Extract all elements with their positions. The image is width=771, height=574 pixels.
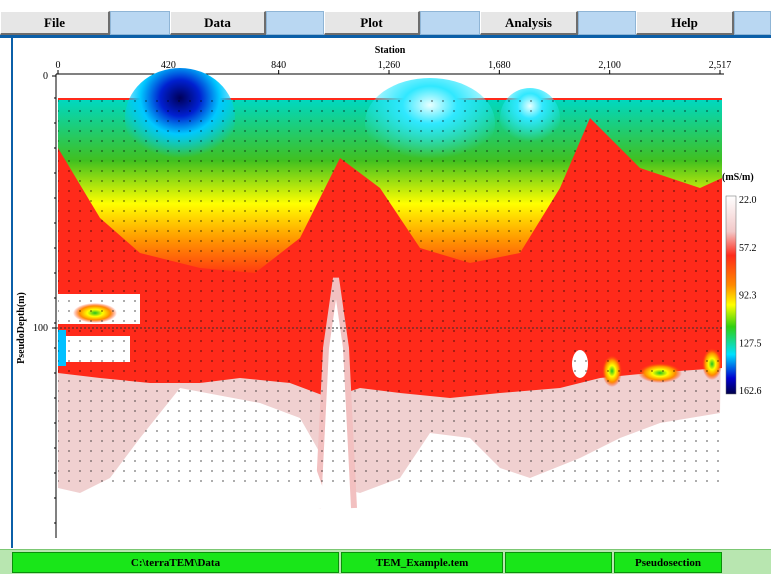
colorbar-label: 92.3: [739, 291, 757, 302]
data-menu[interactable]: Data: [170, 11, 266, 35]
y-axis-title: PseudoDepth(m): [16, 292, 27, 364]
status-filename: TEM_Example.tem: [341, 552, 503, 573]
y-tick-label: 0: [43, 71, 48, 82]
x-tick-label: 840: [271, 60, 286, 71]
menu-spacer: [110, 11, 170, 35]
status-path: C:\terraTEM\Data: [12, 552, 339, 573]
colorbar-label: 162.6: [739, 386, 762, 397]
x-tick-label: 2,517: [709, 60, 732, 71]
menu-spacer: [578, 11, 636, 35]
x-tick-label: 420: [161, 60, 176, 71]
x-tick-label: 1,680: [488, 60, 511, 71]
menu-bar: File Data Plot Analysis Help: [0, 0, 771, 38]
x-tick-label: 1,260: [378, 60, 401, 71]
pseudosection-image: [58, 68, 722, 509]
x-tick-label: 2,100: [598, 60, 621, 71]
status-bar: C:\terraTEM\Data TEM_Example.tem Pseudos…: [0, 549, 771, 574]
y-tick-label: 100: [33, 323, 48, 334]
status-empty: [505, 552, 612, 573]
file-menu[interactable]: File: [0, 11, 110, 35]
status-view: Pseudosection: [614, 552, 722, 573]
help-menu[interactable]: Help: [636, 11, 734, 35]
pseudosection-plot[interactable]: 0 420 840 1,260 1,680 2,100 2,517 Station 0 100…: [0, 38, 771, 548]
colorbar-label: 127.5: [739, 338, 762, 349]
colorbar-label: 57.2: [739, 243, 757, 254]
colorbar: (mS/m) 22.0 57.2 92.3 127.5 162.6: [722, 172, 762, 397]
x-axis: 0 420 840 1,260 1,680 2,100 2,517 Station: [56, 45, 732, 75]
menu-spacer: [734, 11, 771, 35]
x-tick-label: 0: [56, 60, 61, 71]
plot-menu[interactable]: Plot: [324, 11, 420, 35]
y-axis: 0 100 PseudoDepth(m): [16, 71, 57, 538]
colorbar-label: 22.0: [739, 195, 757, 206]
menu-spacer: [420, 11, 480, 35]
analysis-menu[interactable]: Analysis: [480, 11, 578, 35]
colorbar-unit: (mS/m): [722, 172, 754, 183]
x-axis-title: Station: [375, 45, 406, 56]
menu-spacer: [266, 11, 324, 35]
